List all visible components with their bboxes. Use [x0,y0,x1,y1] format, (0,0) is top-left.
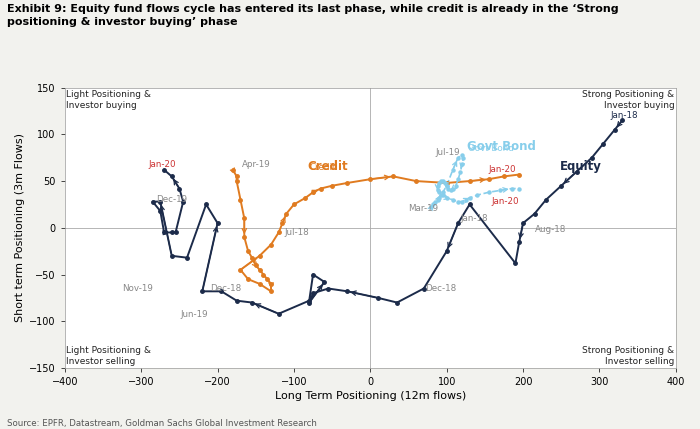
Text: Apr-19: Apr-19 [242,160,271,169]
Text: Jan-20: Jan-20 [149,160,176,169]
Text: Jan-20: Jan-20 [489,165,517,174]
Text: Aug-18: Aug-18 [535,226,566,235]
Y-axis label: Short term Positioning (3m Flows): Short term Positioning (3m Flows) [15,133,25,322]
Text: Jan-20: Jan-20 [491,197,519,206]
Text: Light Positioning &
Investor buying: Light Positioning & Investor buying [66,90,151,109]
Text: Dec-19: Dec-19 [157,195,188,204]
Text: Strong Positioning &
Investor buying: Strong Positioning & Investor buying [582,90,674,109]
Text: Jul-18: Jul-18 [285,228,309,237]
Text: Source: EPFR, Datastream, Goldman Sachs Global Investment Research: Source: EPFR, Datastream, Goldman Sachs … [7,419,317,428]
Text: Govt Bond: Govt Bond [468,140,536,153]
Text: Dec-18: Dec-18 [210,284,242,293]
Text: Mar-19: Mar-19 [409,204,439,213]
Text: Strong Positioning &
Investor selling: Strong Positioning & Investor selling [582,346,674,366]
Text: Light Positioning &
Investor selling: Light Positioning & Investor selling [66,346,151,366]
Text: Jul-19: Jul-19 [435,148,460,157]
X-axis label: Long Term Positioning (12m flows): Long Term Positioning (12m flows) [274,391,466,401]
Text: Govt Bond: Govt Bond [468,144,514,153]
Text: Equity: Equity [560,160,601,173]
Text: Nov-19: Nov-19 [122,284,153,293]
Text: Credit: Credit [309,163,335,172]
Text: Exhibit 9: Equity fund flows cycle has entered its last phase, while credit is a: Exhibit 9: Equity fund flows cycle has e… [7,4,619,27]
Text: Jan-18: Jan-18 [611,111,638,120]
Text: Dec-18: Dec-18 [426,284,456,293]
Text: Jan-18: Jan-18 [461,214,488,223]
Text: Jun-19: Jun-19 [181,311,209,320]
Text: Credit: Credit [308,160,349,173]
